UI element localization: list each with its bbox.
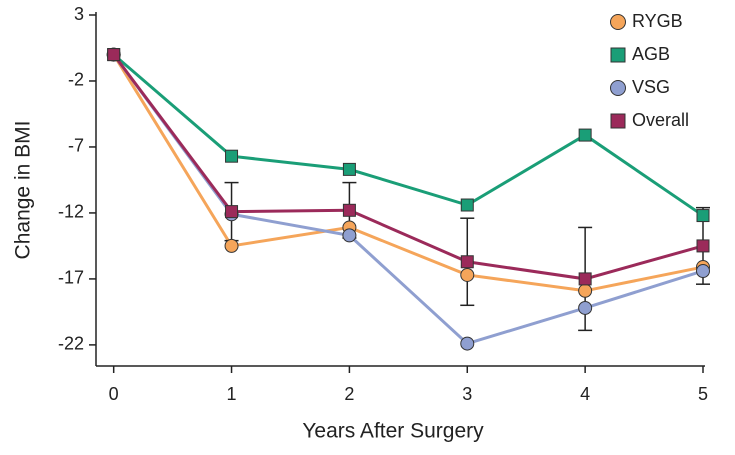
marker — [578, 300, 593, 315]
marker — [342, 203, 356, 217]
marker — [107, 48, 121, 62]
marker — [696, 263, 710, 278]
series-line — [112, 53, 704, 293]
marker — [460, 255, 474, 269]
marker — [460, 336, 475, 351]
y-tick-label: 3 — [74, 4, 84, 24]
x-tick-label: 1 — [227, 384, 237, 404]
marker — [578, 128, 592, 142]
y-tick-label: -12 — [58, 202, 84, 222]
x-tick-label: 0 — [109, 384, 119, 404]
marker — [578, 283, 593, 298]
marker — [225, 205, 239, 219]
series-line — [112, 53, 704, 217]
marker — [460, 198, 474, 212]
legend-label: AGB — [632, 44, 670, 64]
x-tick-label: 2 — [344, 384, 354, 404]
x-axis-label: Years After Surgery — [302, 420, 484, 443]
legend-marker — [610, 113, 626, 129]
x-tick-label: 4 — [580, 384, 590, 404]
legend-label: RYGB — [632, 11, 683, 31]
marker — [342, 228, 357, 243]
legend-marker — [610, 47, 626, 63]
marker — [342, 162, 356, 176]
legend-marker — [610, 14, 626, 30]
marker — [578, 272, 592, 286]
marker — [696, 209, 710, 223]
x-tick-label: 5 — [698, 384, 708, 404]
legend-label: VSG — [632, 77, 670, 97]
marker — [224, 238, 239, 253]
y-tick-label: -2 — [68, 70, 84, 90]
legend-marker — [610, 80, 626, 96]
y-axis-label: Change in BMI — [12, 121, 35, 260]
series-line — [112, 53, 704, 281]
legend-label: Overall — [632, 110, 689, 130]
y-tick-label: -7 — [68, 136, 84, 156]
y-tick-label: -17 — [58, 268, 84, 288]
y-tick-label: -22 — [58, 334, 84, 354]
marker — [696, 239, 710, 253]
marker — [460, 267, 475, 282]
x-tick-label: 3 — [462, 384, 472, 404]
marker — [225, 149, 239, 163]
